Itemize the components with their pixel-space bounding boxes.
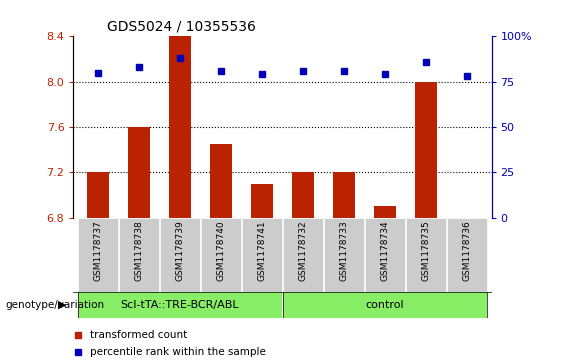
Text: GDS5024 / 10355536: GDS5024 / 10355536	[107, 20, 256, 34]
Text: GSM1178734: GSM1178734	[380, 220, 389, 281]
Bar	[128, 127, 150, 218]
Bar	[283, 292, 488, 318]
Bar	[251, 184, 273, 218]
Bar	[406, 218, 446, 292]
Bar	[160, 218, 201, 292]
Text: GSM1178739: GSM1178739	[176, 220, 185, 281]
Bar	[78, 292, 282, 318]
Bar	[242, 218, 282, 292]
Text: GSM1178741: GSM1178741	[258, 220, 267, 281]
Bar	[169, 36, 192, 218]
Bar	[292, 172, 314, 218]
Text: GSM1178740: GSM1178740	[216, 220, 225, 281]
Bar	[324, 218, 364, 292]
Text: ▶: ▶	[58, 300, 67, 310]
Bar	[333, 172, 355, 218]
Text: percentile rank within the sample: percentile rank within the sample	[90, 347, 266, 357]
Text: GSM1178737: GSM1178737	[94, 220, 102, 281]
Bar	[119, 218, 159, 292]
Bar	[282, 218, 323, 292]
Text: GSM1178736: GSM1178736	[463, 220, 471, 281]
Bar	[364, 218, 405, 292]
Text: ScI-tTA::TRE-BCR/ABL: ScI-tTA::TRE-BCR/ABL	[121, 300, 240, 310]
Bar	[210, 144, 232, 218]
Bar	[447, 218, 487, 292]
Text: GSM1178732: GSM1178732	[298, 220, 307, 281]
Bar	[87, 172, 109, 218]
Bar	[78, 218, 118, 292]
Bar	[415, 82, 437, 218]
Text: transformed count: transformed count	[90, 330, 188, 340]
Text: control: control	[366, 300, 405, 310]
Text: GSM1178738: GSM1178738	[134, 220, 144, 281]
Bar	[373, 207, 396, 218]
Bar	[201, 218, 241, 292]
Text: GSM1178733: GSM1178733	[340, 220, 349, 281]
Text: genotype/variation: genotype/variation	[6, 300, 105, 310]
Text: GSM1178735: GSM1178735	[421, 220, 431, 281]
